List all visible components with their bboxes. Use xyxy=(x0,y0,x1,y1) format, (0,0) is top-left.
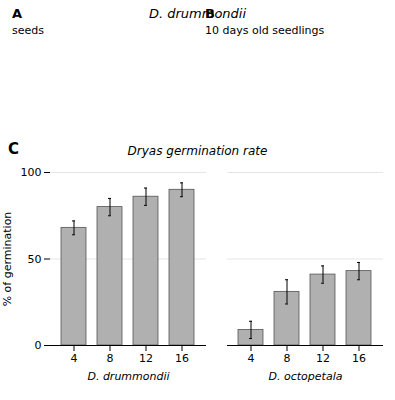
html-text:A: A xyxy=(12,6,23,21)
svg-text:8: 8 xyxy=(107,352,114,365)
svg-text:100: 100 xyxy=(21,166,42,179)
svg-text:50: 50 xyxy=(28,253,42,266)
svg-text:4: 4 xyxy=(71,352,78,365)
svg-text:D. octopetala: D. octopetala xyxy=(269,370,343,383)
html-text:Dryas germination rate: Dryas germination rate xyxy=(127,144,268,158)
html-text:C: C xyxy=(8,140,19,158)
html-text:seeds: seeds xyxy=(12,24,44,37)
svg-text:4: 4 xyxy=(248,352,255,365)
html-text:10 days old seedlings: 10 days old seedlings xyxy=(205,24,325,37)
svg-text:16: 16 xyxy=(175,352,189,365)
html-text:D. drummondii: D. drummondii xyxy=(148,6,247,21)
svg-text:0: 0 xyxy=(35,339,42,352)
svg-text:% of germination: % of germination xyxy=(1,212,14,307)
svg-text:8: 8 xyxy=(284,352,291,365)
svg-text:16: 16 xyxy=(352,352,366,365)
svg-text:12: 12 xyxy=(139,352,153,365)
svg-text:12: 12 xyxy=(316,352,330,365)
html-text:B: B xyxy=(205,6,215,21)
svg-text:D. drummondii: D. drummondii xyxy=(87,370,169,383)
